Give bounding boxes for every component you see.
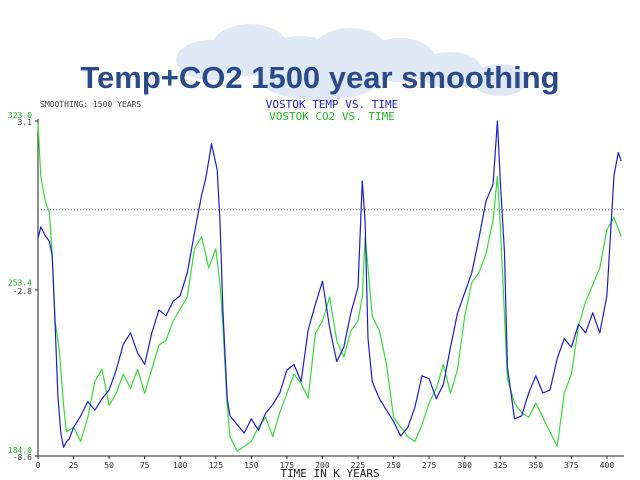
co2-series-line <box>37 123 622 452</box>
chart-title-co2: VOSTOK CO2 VS. TIME <box>269 110 395 123</box>
chart-title-temp: VOSTOK TEMP VS. TIME <box>266 98 398 111</box>
smoothing-label: SMOOTHING: 1500 YEARS <box>40 100 141 109</box>
y-tick-label-co2: 253.4 <box>8 279 32 288</box>
temp-series-line <box>37 120 622 448</box>
x-tick-label: 225 <box>351 461 366 470</box>
series-layer <box>37 120 622 452</box>
y-tick-label-temp: -8.6 <box>13 453 32 462</box>
y-tick-label-co2: 323.0 <box>8 111 32 120</box>
cloud-decoration <box>176 24 528 100</box>
x-tick-label: 325 <box>493 461 508 470</box>
y-tick-label-co2: 184.0 <box>8 446 32 455</box>
x-tick-label: 150 <box>244 461 259 470</box>
y-tick-label-temp: 3.1 <box>18 118 33 127</box>
x-tick-label: 350 <box>529 461 544 470</box>
x-tick-label: 375 <box>564 461 579 470</box>
x-tick-label: 175 <box>280 461 295 470</box>
x-tick-label: 100 <box>173 461 188 470</box>
x-tick-label: 75 <box>140 461 150 470</box>
x-tick-label: 300 <box>457 461 472 470</box>
x-tick-label: 275 <box>422 461 437 470</box>
x-tick-label: 200 <box>315 461 330 470</box>
x-tick-label: 0 <box>36 461 41 470</box>
x-tick-label: 125 <box>209 461 224 470</box>
axes: 3.1 -2.8 -8.6 323.0 253.4 184.0 0 25 50 75 100 125 1… <box>8 111 624 470</box>
x-axis-label: TIME IN K YEARS <box>280 467 379 480</box>
x-tick-label: 400 <box>600 461 615 470</box>
x-tick-label: 25 <box>69 461 79 470</box>
y-tick-label-temp: -2.8 <box>13 287 32 296</box>
slide-title: Temp+CO2 1500 year smoothing <box>80 60 560 95</box>
x-tick-label: 50 <box>104 461 114 470</box>
x-tick-label: 250 <box>386 461 401 470</box>
